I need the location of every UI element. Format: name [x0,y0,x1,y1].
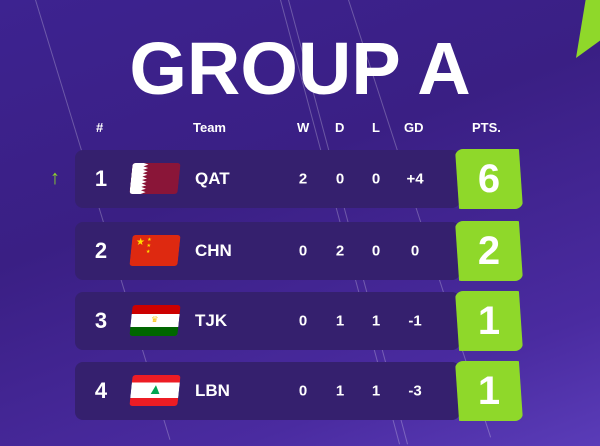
draws: 0 [335,170,345,188]
losses: 1 [371,312,381,330]
china-flag-icon: ★ ★ ★ ★ [129,235,181,266]
table-row: 4 ▲ LBN 0 1 1 -3 [75,362,460,420]
goal-difference: +4 [406,170,424,188]
losses: 0 [371,170,381,188]
qatar-flag-icon [129,163,181,194]
table-row: 1 QAT 2 0 0 +4 [75,150,460,208]
team-name: LBN [195,381,230,400]
up-arrow-icon: ↑ [50,167,60,189]
table-row: 3 ♛ TJK 0 1 1 -1 [75,292,460,350]
rank: 4 [94,378,108,403]
header-rank: # [96,120,104,135]
rank: 2 [94,238,108,263]
tajikistan-flag-icon: ♛ [129,305,181,336]
points-badge: 6 [455,149,523,209]
rank: 1 [94,166,108,191]
header-d: D [335,120,345,135]
wins: 2 [298,170,308,188]
losses: 1 [371,382,381,400]
goal-difference: -3 [408,382,422,400]
page-title: GROUP A [129,27,471,110]
header-team: Team [193,120,226,135]
goal-difference: 0 [410,242,420,260]
draws: 1 [335,312,345,330]
table-row: 2 ★ ★ ★ ★ CHN 0 2 0 0 [75,222,460,280]
wins: 0 [298,242,308,260]
team-name: CHN [195,241,232,260]
team-name: QAT [195,169,230,188]
points-badge: 1 [455,291,523,351]
team-name: TJK [195,311,228,330]
header-l: L [372,120,380,135]
goal-difference: -1 [408,312,422,330]
wins: 0 [298,382,308,400]
header-w: W [297,120,310,135]
wins: 0 [298,312,308,330]
header-pts: PTS. [472,120,501,135]
lebanon-flag-icon: ▲ [129,375,181,406]
header-gd: GD [404,120,424,135]
rank: 3 [94,308,108,333]
draws: 1 [335,382,345,400]
points-badge: 2 [455,221,523,281]
points-badge: 1 [455,361,523,421]
draws: 2 [335,242,345,260]
losses: 0 [371,242,381,260]
